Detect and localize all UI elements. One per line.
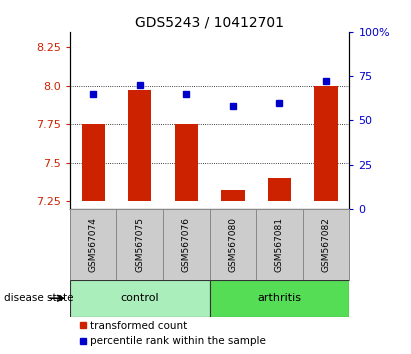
Text: control: control [120, 293, 159, 303]
Legend: transformed count, percentile rank within the sample: transformed count, percentile rank withi… [76, 317, 270, 350]
Bar [268, 178, 291, 201]
Bar [256, 209, 303, 280]
Bar [303, 209, 349, 280]
Bar [210, 280, 349, 317]
Bar [70, 209, 116, 280]
Text: arthritis: arthritis [257, 293, 302, 303]
Bar [314, 86, 338, 201]
Bar [116, 209, 163, 280]
Text: GSM567080: GSM567080 [229, 217, 238, 272]
Bar [210, 209, 256, 280]
Bar [163, 209, 210, 280]
Text: GSM567082: GSM567082 [321, 217, 330, 272]
Bar [128, 90, 151, 201]
Text: disease state: disease state [4, 293, 74, 303]
Text: GSM567081: GSM567081 [275, 217, 284, 272]
Bar [175, 124, 198, 201]
Text: GSM567075: GSM567075 [135, 217, 144, 272]
Bar [221, 190, 245, 201]
Bar [81, 124, 105, 201]
Title: GDS5243 / 10412701: GDS5243 / 10412701 [135, 15, 284, 29]
Text: GSM567074: GSM567074 [89, 217, 98, 272]
Text: GSM567076: GSM567076 [182, 217, 191, 272]
Bar [70, 280, 210, 317]
